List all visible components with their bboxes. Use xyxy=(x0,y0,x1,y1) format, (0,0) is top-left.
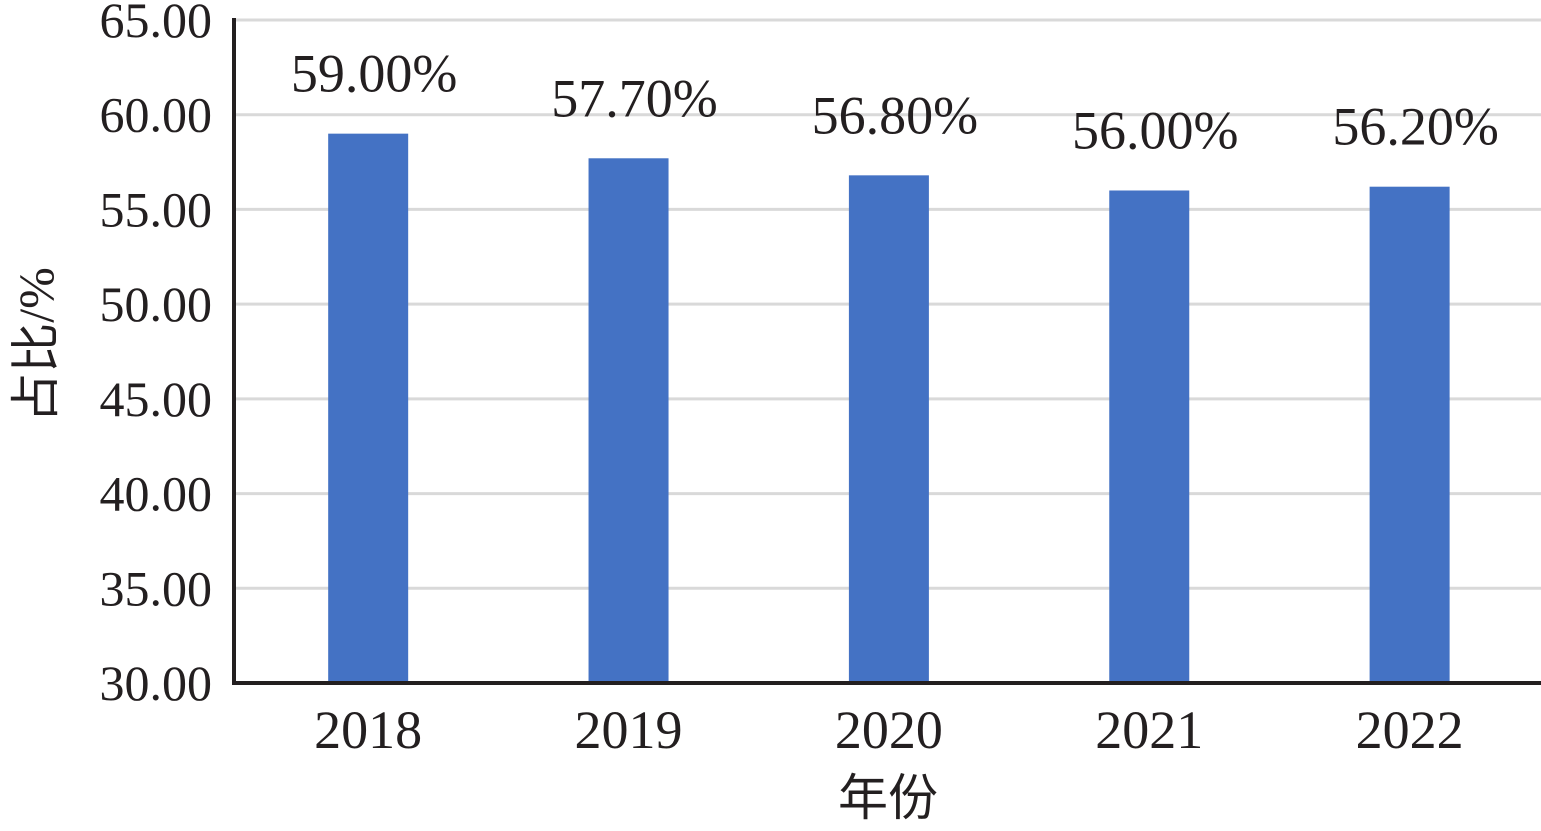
x-tick-label: 2021 xyxy=(1095,700,1203,760)
data-labels: 59.00% 57.70% 56.80% 56.00% 56.20% xyxy=(291,44,1499,161)
data-label: 56.20% xyxy=(1332,97,1498,157)
bar-2020 xyxy=(848,175,929,683)
bars xyxy=(328,133,1450,684)
bar-2018 xyxy=(328,133,409,683)
y-tick-label: 45.00 xyxy=(100,371,213,427)
bar-2021 xyxy=(1109,190,1190,683)
y-tick-label: 60.00 xyxy=(100,87,213,143)
data-label: 57.70% xyxy=(551,68,717,128)
data-label: 59.00% xyxy=(291,44,457,104)
y-tick-label: 40.00 xyxy=(100,466,213,522)
y-axis-title: 占比/% xyxy=(8,267,64,423)
x-tick-labels: 2018 2019 2020 2021 2022 xyxy=(314,700,1463,760)
y-tick-labels: 30.00 35.00 40.00 45.00 50.00 55.00 60.00 65.00 xyxy=(100,0,213,711)
x-tick-label: 2019 xyxy=(575,700,683,760)
y-tick-label: 30.00 xyxy=(100,655,213,711)
y-tick-label: 55.00 xyxy=(100,181,213,237)
y-tick-label: 35.00 xyxy=(100,560,213,616)
bar-2022 xyxy=(1369,186,1450,683)
y-tick-label: 65.00 xyxy=(100,0,213,48)
x-tick-label: 2018 xyxy=(314,700,422,760)
y-tick-label: 50.00 xyxy=(100,276,213,332)
x-tick-label: 2022 xyxy=(1356,700,1464,760)
x-axis-title: 年份 xyxy=(838,770,938,826)
bar-2019 xyxy=(588,158,669,684)
x-tick-label: 2020 xyxy=(835,700,943,760)
data-label: 56.80% xyxy=(812,85,978,145)
axes xyxy=(232,18,1541,685)
data-label: 56.00% xyxy=(1072,100,1238,160)
